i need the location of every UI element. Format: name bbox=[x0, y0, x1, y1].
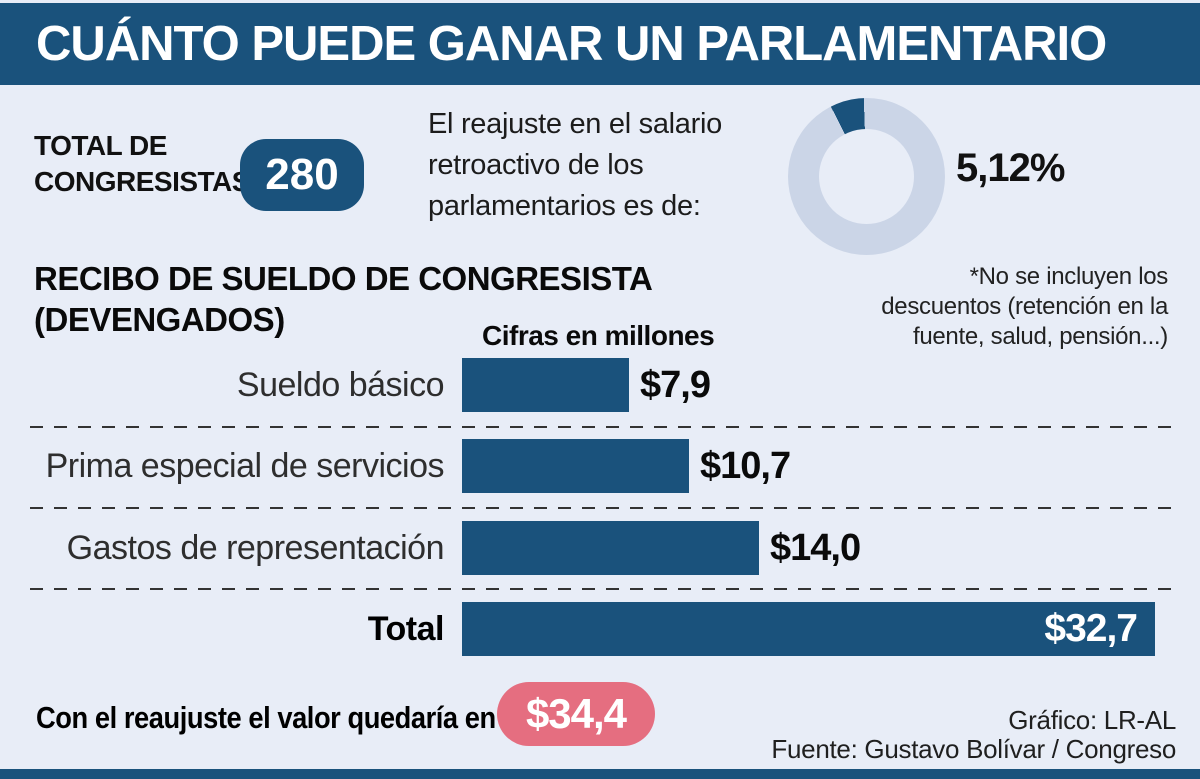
row-separator bbox=[30, 588, 1178, 590]
donut-chart bbox=[788, 98, 945, 255]
row-separator bbox=[30, 507, 1178, 509]
credit-graphic: Gráfico: LR-AL bbox=[1008, 705, 1176, 735]
bar-row-total: Total $32,7 bbox=[0, 602, 1200, 656]
donut-hole bbox=[819, 129, 914, 224]
credits: Gráfico: LR-AL Fuente: Gustavo Bolívar /… bbox=[771, 706, 1176, 764]
footnote: *No se incluyen los descuentos (retenció… bbox=[881, 263, 1168, 350]
row-separator bbox=[30, 426, 1178, 428]
congresistas-label: TOTAL DE CONGRESISTAS bbox=[34, 130, 250, 197]
bar-label: Prima especial de servicios bbox=[45, 446, 445, 485]
congresistas-count-badge: 280 bbox=[240, 139, 364, 211]
adjusted-value-badge: $34,4 bbox=[497, 682, 655, 746]
bar-row-prima-especial: Prima especial de servicios $10,7 bbox=[0, 439, 1200, 493]
bar-value: $10,7 bbox=[700, 444, 791, 487]
bar-sueldo-basico bbox=[462, 358, 629, 412]
bar-value: $14,0 bbox=[770, 526, 861, 569]
reajuste-percentage: 5,12% bbox=[956, 146, 1065, 190]
bar-label-total: Total bbox=[367, 609, 445, 648]
section-title: RECIBO DE SUELDO DE CONGRESISTA (DEVENGA… bbox=[34, 260, 652, 338]
bar-label: Sueldo básico bbox=[236, 365, 445, 404]
bar-value: $7,9 bbox=[640, 363, 711, 406]
adjusted-value-caption: Con el reaujuste el valor quedaría en bbox=[36, 700, 496, 735]
reajuste-description: El reajuste en el salario retroactivo de… bbox=[428, 108, 722, 222]
bar-total: $32,7 bbox=[462, 602, 1155, 656]
title-bar: CUÁNTO PUEDE GANAR UN PARLAMENTARIO bbox=[0, 3, 1200, 85]
bar-prima-especial bbox=[462, 439, 689, 493]
page-title: CUÁNTO PUEDE GANAR UN PARLAMENTARIO bbox=[36, 17, 1107, 71]
bar-row-gastos-representacion: Gastos de representación $14,0 bbox=[0, 521, 1200, 575]
bar-row-sueldo-basico: Sueldo básico $7,9 bbox=[0, 358, 1200, 412]
bottom-accent-strip bbox=[0, 769, 1200, 779]
units-label: Cifras en millones bbox=[482, 320, 715, 351]
bar-value-total: $32,7 bbox=[1044, 607, 1138, 650]
credit-source: Fuente: Gustavo Bolívar / Congreso bbox=[771, 734, 1176, 764]
bar-label: Gastos de representación bbox=[66, 528, 445, 567]
bar-gastos-representacion bbox=[462, 521, 759, 575]
